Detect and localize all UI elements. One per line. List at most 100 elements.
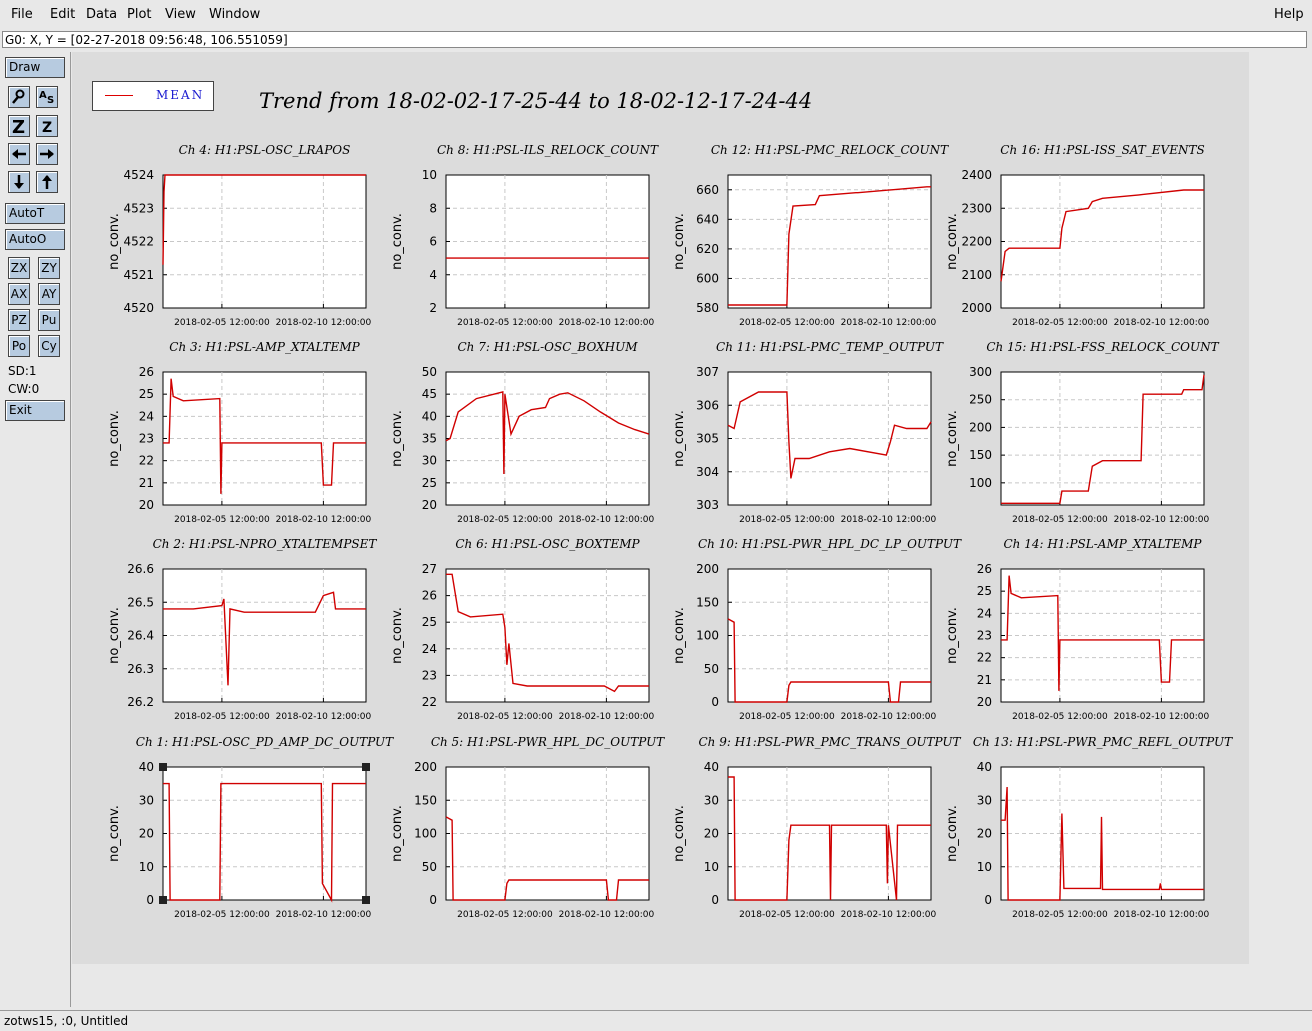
chart-11-xtick-label: 2018-02-10 12:00:00: [841, 712, 937, 722]
chart-2-ytick-label: 10: [422, 168, 437, 182]
menu-help[interactable]: Help: [1274, 7, 1304, 22]
chart-13-title: Ch 1: H1:PSL-OSC_PD_AMP_DC_OUTPUT: [136, 735, 394, 749]
chart-5-ytick-label: 23: [139, 432, 154, 446]
selection-handle: [159, 763, 167, 771]
chart-4-ylabel: no_conv.: [945, 213, 960, 270]
chart-15-ytick-label: 20: [704, 827, 719, 841]
chart-1-ytick-label: 4522: [123, 235, 154, 249]
arrow-up-icon[interactable]: [36, 171, 58, 193]
chart-12-ytick-label: 23: [977, 629, 992, 643]
zoom-in-icon[interactable]: Z: [8, 115, 30, 138]
chart-1-series-mean: [162, 174, 366, 265]
chart-13-ytick-label: 0: [146, 893, 154, 907]
chart-9-ylabel: no_conv.: [107, 607, 122, 664]
selection-handle: [362, 763, 370, 771]
autot-button[interactable]: AutoT: [5, 203, 65, 224]
chart-4-ytick-label: 2000: [961, 301, 992, 315]
chart-14-xtick-label: 2018-02-05 12:00:00: [457, 910, 553, 920]
chart-10-series-mean: [446, 573, 649, 693]
chart-15-xtick-label: 2018-02-10 12:00:00: [841, 910, 937, 920]
chart-7-ytick-label: 307: [696, 365, 719, 379]
chart-12-xtick-label: 2018-02-10 12:00:00: [1114, 712, 1210, 722]
chart-12-ytick-label: 21: [977, 673, 992, 687]
draw-button[interactable]: Draw: [5, 57, 65, 78]
chart-8-ytick-label: 200: [969, 420, 992, 434]
chart-4-ytick-label: 2100: [961, 268, 992, 282]
chart-16-xtick-label: 2018-02-05 12:00:00: [1012, 910, 1108, 920]
ax-button[interactable]: AX: [8, 283, 30, 305]
magnify-icon[interactable]: [8, 86, 30, 108]
chart-10-xtick-label: 2018-02-05 12:00:00: [457, 712, 553, 722]
menu-view[interactable]: View: [165, 7, 196, 22]
chart-14-ytick-label: 150: [414, 793, 437, 807]
chart-11-ytick-label: 200: [696, 562, 719, 576]
zy-button[interactable]: ZY: [38, 257, 60, 279]
po-button[interactable]: Po: [8, 335, 30, 357]
chart-3-ytick-label: 580: [696, 301, 719, 315]
legend-swatch: [105, 95, 133, 96]
chart-10-title: Ch 6: H1:PSL-OSC_BOXTEMP: [455, 537, 640, 551]
chart-14-title: Ch 5: H1:PSL-PWR_HPL_DC_OUTPUT: [431, 735, 665, 749]
chart-13-ytick-label: 20: [139, 827, 154, 841]
pu-button[interactable]: Pu: [38, 309, 60, 331]
chart-6-ytick-label: 40: [422, 409, 437, 423]
arrow-down-icon[interactable]: [8, 171, 30, 193]
menu-edit[interactable]: Edit: [50, 7, 76, 22]
exit-button[interactable]: Exit: [5, 400, 65, 421]
chart-14-ytick-label: 100: [414, 827, 437, 841]
chart-3-ytick-label: 640: [696, 212, 719, 226]
chart-8-ytick-label: 100: [969, 476, 992, 490]
menu-window[interactable]: Window: [209, 7, 261, 22]
chart-3-ytick-label: 600: [696, 271, 719, 285]
chart-15-ytick-label: 40: [704, 760, 719, 774]
zx-button[interactable]: ZX: [8, 257, 30, 279]
chart-5-title: Ch 3: H1:PSL-AMP_XTALTEMP: [169, 340, 360, 354]
chart-7-ytick-label: 304: [696, 465, 719, 479]
chart-2-xtick-label: 2018-02-05 12:00:00: [457, 318, 553, 328]
right-margin: [1249, 52, 1310, 1007]
ay-button[interactable]: AY: [38, 283, 60, 305]
chart-3-series-mean: [728, 186, 931, 306]
menu-plot[interactable]: Plot: [127, 7, 152, 22]
chart-9-ytick-label: 26.5: [127, 595, 154, 609]
autoo-button[interactable]: AutoO: [5, 229, 65, 250]
chart-9-series-mean: [163, 591, 366, 686]
arrow-right-icon[interactable]: [36, 143, 58, 165]
chart-12-ytick-label: 22: [977, 651, 992, 665]
chart-10-xtick-label: 2018-02-10 12:00:00: [559, 712, 655, 722]
chart-6-series-mean: [445, 391, 650, 475]
chart-3-title: Ch 12: H1:PSL-PMC_RELOCK_COUNT: [711, 143, 949, 157]
cw-readout: CW:0: [8, 382, 40, 396]
cy-button[interactable]: Cy: [38, 335, 60, 357]
chart-12-ytick-label: 20: [977, 695, 992, 709]
chart-15-xtick-label: 2018-02-05 12:00:00: [739, 910, 835, 920]
chart-5-ytick-label: 21: [139, 476, 154, 490]
chart-8-xtick-label: 2018-02-10 12:00:00: [1114, 515, 1210, 525]
chart-14-xtick-label: 2018-02-10 12:00:00: [559, 910, 655, 920]
chart-7-ytick-label: 303: [696, 498, 719, 512]
chart-13-xtick-label: 2018-02-05 12:00:00: [174, 910, 270, 920]
menu-data[interactable]: Data: [86, 7, 118, 22]
chart-12-ytick-label: 25: [977, 584, 992, 598]
chart-10-plot-frame: [445, 568, 650, 703]
legend-label: MEAN: [156, 88, 205, 102]
chart-6-title: Ch 7: H1:PSL-OSC_BOXHUM: [458, 340, 639, 354]
chart-15-ytick-label: 30: [704, 793, 719, 807]
chart-1-xtick-label: 2018-02-05 12:00:00: [174, 318, 270, 328]
chart-6-ytick-label: 50: [422, 365, 437, 379]
arrow-left-icon[interactable]: [8, 143, 30, 165]
chart-6-xtick-label: 2018-02-05 12:00:00: [457, 515, 553, 525]
chart-1-title: Ch 4: H1:PSL-OSC_LRAPOS: [179, 143, 351, 157]
chart-5-xtick-label: 2018-02-10 12:00:00: [276, 515, 372, 525]
chart-15-title: Ch 9: H1:PSL-PWR_PMC_TRANS_OUTPUT: [698, 735, 961, 749]
menu-file[interactable]: File: [11, 7, 33, 22]
zoom-out-icon[interactable]: Z: [36, 115, 58, 137]
chart-2-ytick-label: 6: [429, 235, 437, 249]
chart-13-series-mean: [163, 782, 366, 903]
pz-button[interactable]: PZ: [8, 309, 30, 331]
chart-16-ytick-label: 20: [977, 827, 992, 841]
chart-1-ylabel: no_conv.: [107, 213, 122, 270]
footer-status: zotws15, :0, Untitled: [0, 1010, 1312, 1031]
